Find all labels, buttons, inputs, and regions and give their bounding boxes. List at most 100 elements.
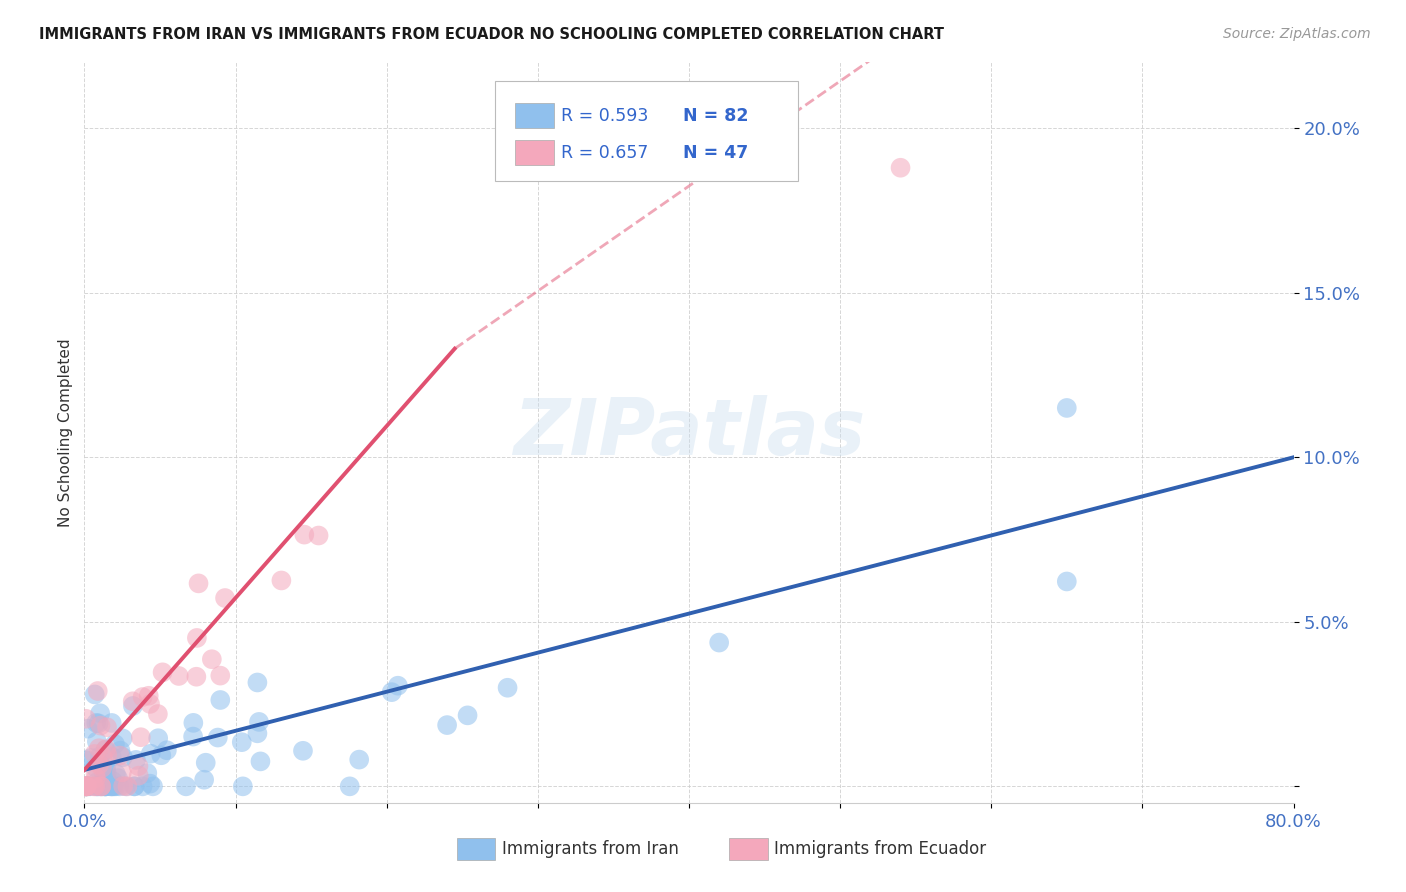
FancyBboxPatch shape [515,103,554,128]
Point [496,681,519,695]
Point [193,772,215,787]
Point [387,679,409,693]
Point [381,685,404,699]
Text: IMMIGRANTS FROM IRAN VS IMMIGRANTS FROM ECUADOR NO SCHOOLING COMPLETED CORRELATI: IMMIGRANTS FROM IRAN VS IMMIGRANTS FROM … [39,27,945,42]
Point [94,743,117,757]
Point [139,697,162,711]
Point [84,715,107,730]
Point [101,780,124,794]
Point [246,675,269,690]
Point [156,743,179,757]
Point [246,726,269,740]
Point [87,780,110,794]
Point [146,706,169,721]
Point [93,768,115,782]
FancyBboxPatch shape [457,838,495,860]
Point [347,753,370,767]
Point [86,734,108,748]
Point [76,722,98,736]
Point [150,748,173,763]
Point [117,780,139,794]
FancyBboxPatch shape [495,81,797,181]
Point [103,780,125,794]
Point [75,780,97,794]
Text: ZIPatlas: ZIPatlas [513,394,865,471]
Point [107,771,129,785]
Point [108,780,131,794]
FancyBboxPatch shape [515,140,554,165]
Point [131,780,153,794]
Point [91,761,114,775]
Point [115,780,138,794]
Point [83,688,105,702]
Point [214,591,236,605]
Point [93,780,115,794]
Point [111,731,134,746]
Point [174,780,197,794]
Point [91,750,114,764]
Point [94,742,117,756]
Point [94,762,117,776]
Point [112,779,135,793]
Point [186,631,208,645]
Point [201,652,224,666]
Point [128,769,150,783]
Point [124,780,146,794]
Point [111,750,134,764]
Point [148,731,170,746]
Point [83,780,105,794]
Point [139,747,162,761]
Point [89,757,111,772]
Point [84,760,107,774]
Point [76,780,98,794]
Point [96,720,118,734]
Point [111,765,134,780]
Point [89,706,111,721]
Point [139,777,162,791]
Point [167,669,190,683]
Point [186,670,208,684]
Point [75,780,97,794]
Point [127,759,149,773]
Point [187,576,209,591]
Point [83,747,105,761]
Point [94,769,117,783]
Point [209,693,232,707]
Point [94,780,117,794]
Point [100,780,122,794]
Point [86,780,108,794]
Point [79,780,101,794]
Point [94,780,117,794]
Point [249,755,271,769]
Point [129,730,152,744]
Point [75,712,97,726]
Point [436,718,458,732]
Point [96,766,118,780]
Point [108,748,131,763]
Point [709,635,731,649]
Point [87,716,110,731]
Point [122,698,145,713]
Point [291,744,314,758]
Point [89,778,111,792]
Point [125,753,148,767]
Point [84,780,107,794]
Point [104,780,127,794]
Y-axis label: No Schooling Completed: No Schooling Completed [58,338,73,527]
Point [110,743,132,757]
Point [89,749,111,764]
Point [890,161,912,175]
Point [138,689,160,703]
Point [136,766,159,780]
Point [90,780,112,794]
Point [231,735,253,749]
Text: N = 47: N = 47 [683,144,748,161]
Point [80,751,103,765]
Point [100,750,122,764]
Point [194,756,217,770]
Point [152,665,174,680]
Point [76,754,98,768]
Text: R = 0.657: R = 0.657 [561,144,648,161]
Point [84,771,107,785]
Point [247,714,270,729]
